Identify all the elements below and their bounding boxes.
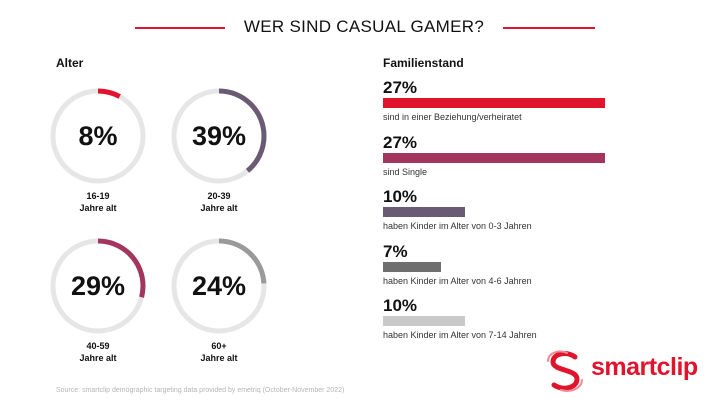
header-rule-right <box>503 27 595 29</box>
donut-value-arc <box>171 88 267 184</box>
donut-percent-label: 39% <box>191 121 247 151</box>
age-donut: 8% <box>48 86 148 186</box>
bar-value-label: 10% <box>383 296 418 315</box>
bar-value-label: 7% <box>383 241 408 261</box>
donut-caption-unit: Jahre alt <box>79 203 117 213</box>
donut-caption-age-range: 60+ <box>211 341 227 351</box>
donut-percent-label: 29% <box>70 271 126 301</box>
family-bar <box>383 152 605 163</box>
bar-value-label: 27% <box>383 132 418 152</box>
source-note: Source: smartclip demographic targeting … <box>56 387 345 394</box>
bar-value-label: 27% <box>383 78 418 97</box>
bar-value-label: 10% <box>383 187 418 206</box>
donut-caption-unit: Jahre alt <box>200 203 238 213</box>
age-donut-ring <box>171 238 267 334</box>
donut-value-arc <box>171 238 267 334</box>
age-donut-ring <box>171 88 267 184</box>
donut-caption-age-range: 20-39 <box>207 191 231 201</box>
donut-caption: 40-59 Jahre alt <box>48 340 148 364</box>
family-bar-row: 7% haben Kinder im Alter von 4-6 Jahren <box>383 242 613 294</box>
age-donut: 39% <box>169 86 269 186</box>
family-bar-row: 27% sind in einer Beziehung/verheiratet <box>383 78 613 130</box>
bar-description: haben Kinder im Alter von 4-6 Jahren <box>383 275 532 286</box>
smartclip-logo-icon <box>547 350 583 392</box>
donut-caption-age-range: 16-19 <box>86 191 110 201</box>
bar-description: sind in einer Beziehung/verheiratet <box>383 112 522 122</box>
age-donut-ring <box>50 88 146 184</box>
donut-caption-unit: Jahre alt <box>200 353 238 363</box>
bar-description: haben Kinder im Alter von 7-14 Jahren <box>383 330 537 340</box>
age-donut-ring <box>50 238 146 334</box>
family-section-label: Familienstand <box>383 56 464 70</box>
brand-name: smartclip <box>591 353 698 381</box>
header-rule-left <box>135 27 225 29</box>
donut-caption-unit: Jahre alt <box>79 353 117 363</box>
donut-caption: 16-19 Jahre alt <box>48 190 148 214</box>
age-section-label: Alter <box>56 56 84 70</box>
family-bar <box>383 261 441 272</box>
donut-caption: 60+ Jahre alt <box>169 340 269 364</box>
family-bar-row: 27% sind Single <box>383 133 613 185</box>
family-bar <box>383 316 466 326</box>
family-bar-row: 10% haben Kinder im Alter von 0-3 Jahren <box>383 187 613 239</box>
bar-description: sind Single <box>383 166 428 177</box>
age-donut: 29% <box>48 236 148 336</box>
family-bar <box>383 207 466 217</box>
bar-description: haben Kinder im Alter von 0-3 Jahren <box>383 221 532 231</box>
age-donut: 24% <box>169 236 269 336</box>
page-header: WER SIND CASUAL GAMER? <box>0 14 728 40</box>
donut-value-arc <box>50 238 146 334</box>
family-bar-row: 10% haben Kinder im Alter von 7-14 Jahren <box>383 296 613 348</box>
donut-percent-label: 24% <box>191 271 247 301</box>
donut-percent-label: 8% <box>78 121 118 151</box>
donut-caption-age-range: 40-59 <box>86 341 110 351</box>
donut-value-arc <box>50 88 146 184</box>
smartclip-logo: smartclip <box>545 349 715 393</box>
donut-caption: 20-39 Jahre alt <box>169 190 269 214</box>
page-title: WER SIND CASUAL GAMER? <box>243 17 485 36</box>
family-bar <box>383 98 605 108</box>
